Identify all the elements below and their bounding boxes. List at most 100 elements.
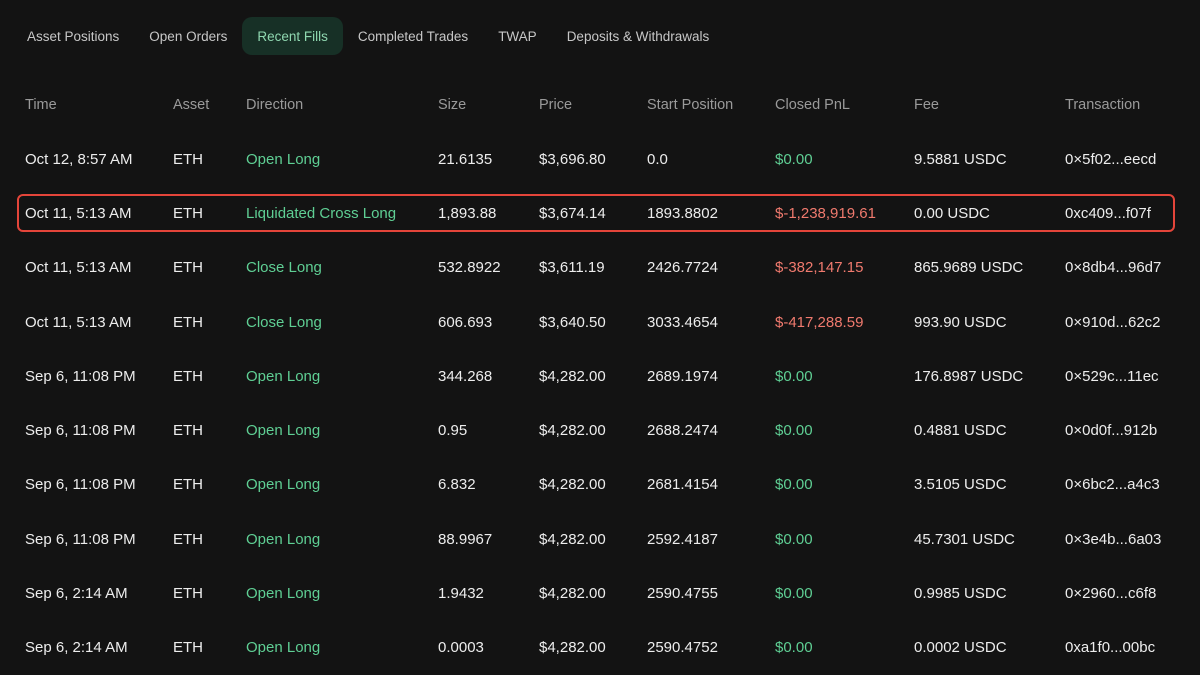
cell-direction: Close Long xyxy=(246,259,322,277)
column-header-closed-pnl[interactable]: Closed PnL xyxy=(775,97,850,113)
cell-direction: Close Long xyxy=(246,313,322,331)
table-row[interactable]: Sep 6, 11:08 PM ETH Open Long 6.832 $4,282.0… xyxy=(0,458,1200,512)
cell-start-position: 2689.1974 xyxy=(647,367,718,385)
tab-open-orders[interactable]: Open Orders xyxy=(149,28,228,44)
cell-transaction[interactable]: 0×5f02...eecd xyxy=(1065,150,1157,168)
table-row[interactable]: Oct 12, 8:57 AM ETH Open Long 21.6135 $3,696… xyxy=(0,132,1200,186)
cell-direction: Open Long xyxy=(246,476,321,494)
cell-price: $4,282.00 xyxy=(539,585,606,603)
column-header-fee[interactable]: Fee xyxy=(914,97,939,113)
table-row[interactable]: Sep 6, 11:08 PM ETH Open Long 88.9967 $4,282… xyxy=(0,512,1200,566)
cell-fee: 9.5881 USDC xyxy=(914,150,1007,168)
cell-size: 1.9432 xyxy=(438,585,484,603)
column-header-direction[interactable]: Direction xyxy=(246,97,304,113)
cell-start-position: 1893.8802 xyxy=(647,204,718,222)
cell-direction: Open Long xyxy=(246,422,321,440)
cell-start-position: 2681.4154 xyxy=(647,476,718,494)
cell-time: Sep 6, 2:14 AM xyxy=(25,639,128,657)
cell-asset: ETH xyxy=(173,367,203,385)
cell-direction: Open Long xyxy=(246,639,321,657)
cell-transaction[interactable]: 0×0d0f...912b xyxy=(1065,422,1158,440)
cell-fee: 3.5105 USDC xyxy=(914,476,1007,494)
cell-size: 344.268 xyxy=(438,367,493,385)
cell-asset: ETH xyxy=(173,639,203,657)
tab-completed-trades[interactable]: Completed Trades xyxy=(357,28,469,44)
cell-closed-pnl: $0.00 xyxy=(775,530,813,548)
cell-closed-pnl: $0.00 xyxy=(775,585,813,603)
cell-direction: Liquidated Cross Long xyxy=(246,204,397,222)
cell-fee: 0.4881 USDC xyxy=(914,422,1007,440)
cell-transaction[interactable]: 0xa1f0...00bc xyxy=(1065,639,1156,657)
cell-start-position: 2590.4755 xyxy=(647,585,718,603)
cell-asset: ETH xyxy=(173,313,203,331)
cell-price: $4,282.00 xyxy=(539,476,606,494)
tab-twap[interactable]: TWAP xyxy=(498,28,537,44)
cell-time: Oct 11, 5:13 AM xyxy=(25,204,132,222)
cell-size: 606.693 xyxy=(438,313,493,331)
table-row[interactable]: Oct 11, 5:13 AM ETH Close Long 532.8922 $3,6… xyxy=(0,241,1200,295)
tab-asset-positions[interactable]: Asset Positions xyxy=(27,28,120,44)
cell-start-position: 2688.2474 xyxy=(647,422,718,440)
column-header-time[interactable]: Time xyxy=(25,97,57,113)
cell-time: Oct 11, 5:13 AM xyxy=(25,313,132,331)
cell-transaction[interactable]: 0xc409...f07f xyxy=(1065,204,1151,222)
cell-fee: 176.8987 USDC xyxy=(914,367,1024,385)
table-row[interactable]: Sep 6, 11:08 PM ETH Open Long 0.95 $4,282.00… xyxy=(0,403,1200,457)
cell-fee: 0.0002 USDC xyxy=(914,639,1007,657)
cell-start-position: 2592.4187 xyxy=(647,530,718,548)
column-header-size[interactable]: Size xyxy=(438,97,467,113)
cell-closed-pnl: $0.00 xyxy=(775,150,813,168)
cell-closed-pnl: $0.00 xyxy=(775,422,813,440)
cell-time: Sep 6, 2:14 AM xyxy=(25,585,128,603)
cell-time: Oct 12, 8:57 AM xyxy=(25,150,133,168)
cell-closed-pnl: $-382,147.15 xyxy=(775,259,864,277)
cell-transaction[interactable]: 0×8db4...96d7 xyxy=(1065,259,1162,277)
table-row[interactable]: Sep 6, 2:14 AM ETH Open Long 0.0003 $4,282.0… xyxy=(0,621,1200,675)
cell-start-position: 2590.4752 xyxy=(647,639,718,657)
table-row[interactable]: Oct 11, 5:13 AM ETH Close Long 606.693 $3,64… xyxy=(0,295,1200,349)
tab-deposits-withdrawals[interactable]: Deposits & Withdrawals xyxy=(566,28,710,44)
column-header-start-position[interactable]: Start Position xyxy=(647,97,734,113)
cell-start-position: 3033.4654 xyxy=(647,313,718,331)
cell-closed-pnl: $-1,238,919.61 xyxy=(775,204,876,222)
cell-time: Sep 6, 11:08 PM xyxy=(25,530,136,548)
cell-direction: Open Long xyxy=(246,367,321,385)
table-row[interactable]: Sep 6, 2:14 AM ETH Open Long 1.9432 $4,282.0… xyxy=(0,566,1200,620)
table-row[interactable]: Sep 6, 11:08 PM ETH Open Long 344.268 $4,282… xyxy=(0,349,1200,403)
cell-price: $4,282.00 xyxy=(539,367,606,385)
column-header-asset[interactable]: Asset xyxy=(173,97,210,113)
cell-size: 88.9967 xyxy=(438,530,493,548)
cell-asset: ETH xyxy=(173,585,203,603)
cell-transaction[interactable]: 0×6bc2...a4c3 xyxy=(1065,476,1160,494)
table-header: Time Asset Direction Size Price Start Po… xyxy=(0,78,1200,132)
cell-asset: ETH xyxy=(173,150,203,168)
cell-fee: 0.00 USDC xyxy=(914,204,990,222)
column-header-transaction[interactable]: Transaction xyxy=(1065,97,1141,113)
cell-closed-pnl: $0.00 xyxy=(775,367,813,385)
cell-start-position: 0.0 xyxy=(647,150,668,168)
cell-transaction[interactable]: 0×910d...62c2 xyxy=(1065,313,1161,331)
cell-direction: Open Long xyxy=(246,150,321,168)
table-body: Oct 12, 8:57 AM ETH Open Long 21.6135 $3,696… xyxy=(0,132,1200,675)
cell-price: $4,282.00 xyxy=(539,639,606,657)
cell-transaction[interactable]: 0×2960...c6f8 xyxy=(1065,585,1157,603)
tab-bar: Asset Positions Open Orders Recent Fills… xyxy=(12,17,724,55)
cell-price: $3,674.14 xyxy=(539,204,606,222)
column-header-price[interactable]: Price xyxy=(539,97,573,113)
cell-transaction[interactable]: 0×529c...11ec xyxy=(1065,367,1159,385)
tab-recent-fills[interactable]: Recent Fills xyxy=(242,17,343,55)
cell-price: $3,696.80 xyxy=(539,150,606,168)
cell-price: $3,640.50 xyxy=(539,313,606,331)
cell-size: 0.0003 xyxy=(438,639,484,657)
cell-price: $3,611.19 xyxy=(539,259,605,277)
cell-transaction[interactable]: 0×3e4b...6a03 xyxy=(1065,530,1162,548)
table-row[interactable]: Oct 11, 5:13 AM ETH Liquidated Cross Long 1… xyxy=(0,186,1200,240)
cell-price: $4,282.00 xyxy=(539,422,606,440)
cell-fee: 993.90 USDC xyxy=(914,313,1007,331)
cell-size: 21.6135 xyxy=(438,150,493,168)
cell-time: Sep 6, 11:08 PM xyxy=(25,422,136,440)
cell-asset: ETH xyxy=(173,422,203,440)
cell-time: Oct 11, 5:13 AM xyxy=(25,259,132,277)
fills-table: Time Asset Direction Size Price Start Po… xyxy=(0,78,1200,675)
